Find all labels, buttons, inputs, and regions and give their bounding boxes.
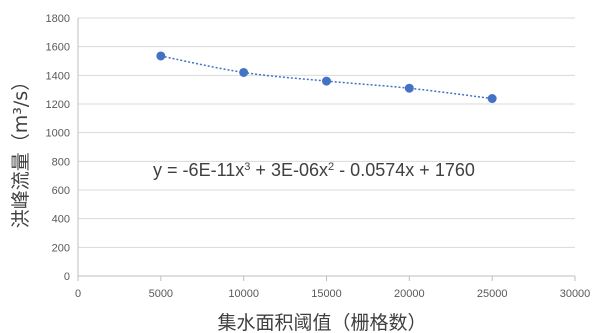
x-tick-label: 5000 [149, 288, 173, 300]
data-point [239, 67, 249, 77]
y-tick-label: 0 [64, 271, 70, 283]
x-tick-label: 20000 [394, 288, 425, 300]
x-tick-label: 10000 [228, 288, 259, 300]
x-axis-title: 集水面积阈值（栅格数） [217, 312, 426, 333]
y-axis-title: 洪峰流量（m³/s） [10, 72, 32, 228]
data-point [322, 76, 331, 86]
x-tick-label: 25000 [477, 288, 508, 300]
x-tick-label: 0 [75, 288, 81, 300]
y-tick-label: 200 [52, 242, 70, 254]
y-tick-label: 1200 [46, 99, 70, 111]
x-tick-label: 30000 [560, 288, 591, 300]
y-tick-label: 600 [52, 185, 70, 197]
gridlines [78, 17, 575, 248]
data-point [156, 51, 166, 61]
y-tick-label: 1400 [46, 70, 70, 82]
trendline [160, 55, 493, 100]
data-point [404, 83, 414, 93]
data-points [156, 51, 497, 104]
axes [77, 18, 576, 281]
data-point [487, 94, 497, 104]
x-tick-label: 15000 [311, 288, 342, 300]
trendline-equation: y = -6E-11x3 + 3E-06x2 - 0.0574x + 1760 [153, 160, 475, 180]
y-tick-label: 1800 [46, 13, 70, 25]
y-tick-label: 1000 [46, 128, 70, 140]
y-tick-label: 800 [52, 156, 70, 168]
y-tick-label: 400 [52, 214, 70, 226]
trendline-path [160, 55, 493, 100]
y-tick-labels: 0 200 400 600 800 1000 1200 1400 1600 1800 [46, 13, 70, 283]
x-tick-labels: 0 5000 10000 15000 20000 25000 30000 [75, 288, 590, 300]
y-tick-label: 1600 [46, 42, 70, 54]
